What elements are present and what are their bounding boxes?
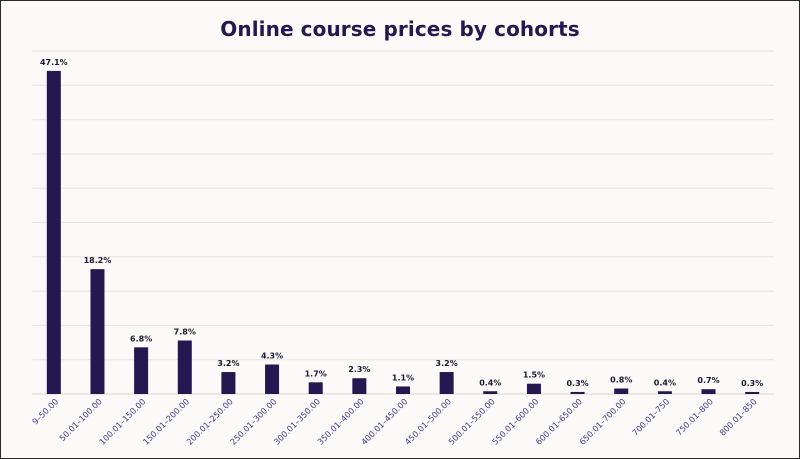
bar [657,391,672,394]
bar-value-label: 0.3% [566,379,588,388]
bar-value-label: 3.2% [436,359,458,368]
bar-value-label: 4.3% [261,352,283,361]
bar-value-label: 18.2% [84,256,112,265]
bar-value-label: 0.7% [697,376,719,385]
bar [308,382,323,394]
bar-value-label: 6.8% [130,334,152,343]
bar [134,347,149,394]
bar-value-label: 0.4% [479,378,501,387]
bar [177,340,192,394]
bar [265,364,280,394]
bar-value-label: 0.3% [741,379,763,388]
bar [396,386,410,394]
bar [570,391,585,394]
x-tick-label: 700.01–750 [630,396,671,437]
bar-value-label: 0.8% [610,376,632,385]
bar [352,378,367,394]
x-tick-label: 800.01–850 [717,396,758,437]
bar [90,269,105,394]
bar-value-label: 1.7% [305,369,327,378]
bar [439,372,454,394]
x-tick-label: 9–50.00 [30,396,60,426]
bar-value-label: 47.1% [40,58,68,67]
bar-value-label: 3.2% [217,359,239,368]
bar [483,391,498,394]
x-tick-label: 750.01–800 [674,396,715,437]
bar [701,389,716,394]
bar-value-label: 0.4% [654,378,676,387]
bar-value-label: 2.3% [348,365,370,374]
bar-value-label: 7.8% [174,327,196,336]
bar [46,70,61,395]
bar-value-label: 1.5% [523,371,545,380]
bar-value-label: 1.1% [392,373,414,382]
chart-title: Online course prices by cohorts [220,17,580,41]
bar [221,372,236,394]
x-tick-label: 50.01–100.00 [57,396,104,443]
bar [745,391,760,394]
bar [526,383,541,394]
bar [614,388,629,394]
x-tick-label: 650.01–700.00 [577,396,627,446]
